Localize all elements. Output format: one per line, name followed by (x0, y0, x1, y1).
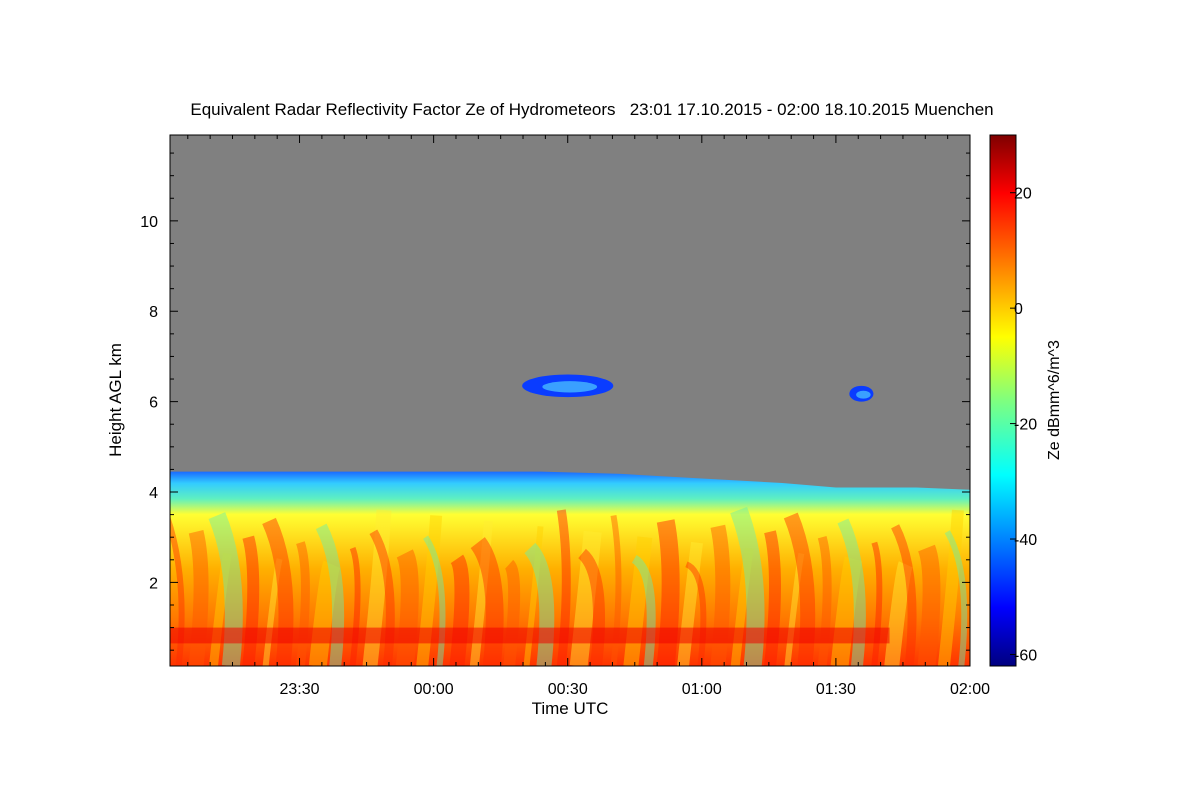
fall-streak (395, 549, 419, 666)
fall-streak (610, 515, 622, 666)
fall-streak (917, 544, 941, 666)
fall-streak (295, 541, 310, 666)
fall-streak (524, 542, 555, 666)
fall-streak (684, 561, 707, 666)
fall-streak (730, 547, 754, 666)
fall-streak (170, 516, 185, 666)
fall-streak (730, 506, 765, 666)
colorbar-tick-label: -60 (1014, 647, 1037, 664)
fall-streak (710, 524, 731, 666)
fall-streak (837, 518, 866, 666)
fall-streak (937, 509, 964, 666)
fall-streak (764, 530, 781, 666)
fall-streak (369, 529, 395, 666)
fall-streak (349, 546, 361, 666)
fall-streak (503, 559, 521, 666)
fall-streak (242, 535, 260, 666)
fall-streak (423, 535, 446, 666)
colorbar-tick-label: -20 (1014, 417, 1037, 434)
fall-streak (208, 512, 243, 666)
fall-streak (209, 552, 232, 666)
fall-streak (817, 536, 832, 666)
fall-streak (656, 519, 680, 666)
fall-streak (623, 536, 653, 666)
y-tick-label: 8 (149, 304, 158, 321)
fall-streak (315, 523, 345, 666)
precipitation-region (170, 471, 970, 666)
y-axis: 2 4 6 8 10 (140, 152, 970, 651)
plot-frame (169, 134, 971, 667)
x-axis: 23:30 00:00 00:30 01:00 01:30 02:00 (187, 135, 990, 698)
y-tick-label: 10 (140, 214, 158, 231)
upper-cloud-core (856, 390, 871, 399)
x-tick-label: 23:30 (280, 681, 320, 698)
fall-streak (783, 512, 816, 666)
fall-streak (449, 554, 470, 666)
fall-streak (262, 558, 283, 666)
fall-streak (469, 520, 493, 666)
fall-streak (188, 530, 209, 666)
chart-title: Equivalent Radar Reflectivity Factor Ze … (190, 100, 993, 119)
fall-streak (262, 517, 294, 666)
colorbar-axis: 20 0 -20 -40 -60 (1010, 186, 1037, 664)
fall-streak (523, 526, 544, 666)
upper-cloud-core (542, 381, 598, 393)
colorbar-tick-label: 20 (1014, 186, 1032, 203)
colorbar-label: Ze dBmm^6/m^3 (1046, 340, 1063, 460)
y-tick-label: 2 (149, 575, 158, 592)
reflectivity-field (170, 374, 970, 666)
fall-streak (784, 552, 805, 666)
colorbar: 20 0 -20 -40 -60 Ze dBmm^6/m^3 (989, 134, 1063, 667)
x-tick-label: 01:00 (682, 681, 722, 698)
fall-streak (891, 524, 917, 666)
fall-streak (631, 555, 656, 666)
fall-streak (416, 515, 443, 666)
fall-streak (470, 537, 504, 666)
x-tick-label: 00:30 (548, 681, 588, 698)
y-tick-label: 6 (149, 395, 158, 412)
fall-streak (577, 548, 606, 666)
y-axis-label: Height AGL km (106, 343, 125, 457)
colorbar-gradient (989, 134, 1017, 667)
colorbar-tick-label: -40 (1014, 532, 1037, 549)
melting-layer-band (170, 627, 890, 644)
fall-streak (677, 541, 703, 666)
y-tick-label: 4 (149, 485, 158, 502)
x-tick-label: 01:30 (816, 681, 856, 698)
fall-streak (830, 556, 863, 666)
fall-streak (308, 560, 341, 666)
fall-streak (362, 509, 392, 666)
colorbar-tick-label: 0 (1014, 301, 1023, 318)
x-tick-label: 00:00 (414, 681, 454, 698)
x-axis-label: Time UTC (532, 699, 609, 718)
fall-streak (569, 530, 602, 666)
fall-streak (884, 561, 913, 666)
fall-streak (556, 509, 571, 666)
fall-streak (944, 530, 968, 666)
x-tick-label: 02:00 (950, 681, 990, 698)
plot-area (170, 135, 970, 666)
fall-streak (871, 541, 883, 666)
